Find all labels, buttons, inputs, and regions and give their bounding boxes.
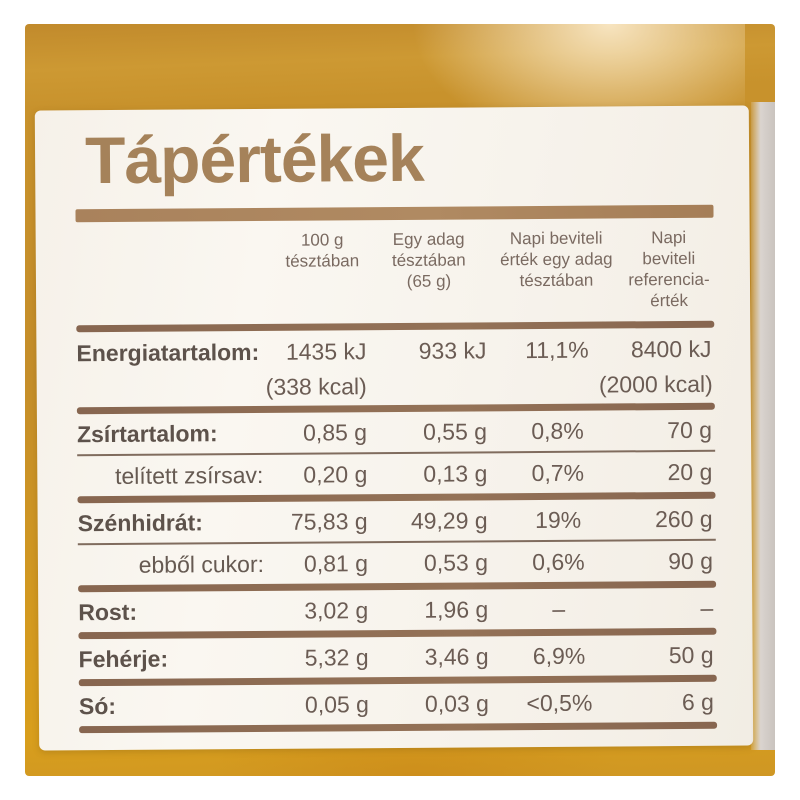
column-header-per-100g: 100 g tésztában [285, 230, 360, 271]
column-header-reference: Napi beviteli referencia- érték [628, 227, 710, 311]
value-reference: 70 g [667, 416, 713, 443]
nutrient-label: Energiatartalom: [76, 338, 260, 366]
value-per-100g: 0,05 g [304, 690, 370, 718]
table-row-fat: Zsírtartalom: 0,85 g 0,55 g 0,8% 70 g [77, 410, 715, 454]
value-per-serving: 0,03 g [424, 689, 490, 717]
table-row-protein: Fehérje: 5,32 g 3,46 g 6,9% 50 g [78, 635, 716, 679]
value-daily-percent: 19% [535, 506, 582, 533]
value-reference: 50 g [668, 641, 714, 668]
value-per-100g-kcal: (338 kcal) [265, 372, 367, 400]
value-reference: 6 g [681, 688, 715, 715]
nutrition-panel: Tápértékek 100 g tésztában Egy adag tész… [34, 105, 754, 751]
value-daily-percent: 0,7% [531, 459, 585, 486]
table-row-salt: Só: 0,05 g 0,03 g <0,5% 6 g [79, 682, 717, 726]
value-daily-percent: 0,8% [531, 417, 584, 444]
nutrient-label: Zsírtartalom: [76, 419, 218, 447]
value-reference-kcal: (2000 kcal) [598, 370, 713, 398]
value-reference: 260 g [654, 505, 713, 532]
package-seal-edge [751, 102, 775, 750]
table-row-energy: Energiatartalom: 1435 kJ 933 kJ 11,1% 84… [76, 328, 715, 407]
value-per-100g: 75,83 g [290, 507, 368, 535]
value-reference: 8400 kJ [630, 335, 712, 362]
table-row-saturated-fat: telített zsírsav: 0,20 g 0,13 g 0,7% 20 … [77, 452, 715, 496]
value-daily-percent: – [552, 595, 566, 622]
column-header-daily-value: Napi beviteli érték egy adag tésztában [500, 228, 613, 291]
nutrient-label: Só: [78, 692, 117, 719]
nutrient-sublabel: ebből cukor: [138, 550, 265, 578]
page-title: Tápértékek [84, 120, 424, 198]
value-reference: 20 g [667, 458, 713, 485]
nutrient-sublabel: telített zsírsav: [114, 461, 264, 489]
nutrient-label: Fehérje: [78, 645, 169, 672]
value-daily-percent: 6,9% [532, 642, 586, 669]
value-reference: 90 g [668, 547, 714, 574]
table-row-sugars: ebből cukor: 0,81 g 0,53 g 0,6% 90 g [78, 541, 716, 585]
value-reference: – [700, 594, 714, 621]
table-row-fibre: Rost: 3,02 g 1,96 g – – [78, 588, 716, 632]
pasta-package-photo: Tápértékek 100 g tésztában Egy adag tész… [25, 24, 775, 776]
value-per-serving: 3,46 g [424, 642, 489, 670]
column-header-per-serving: Egy adag tésztában (65 g) [391, 229, 466, 291]
nutrient-label: Szénhidrát: [77, 508, 203, 536]
value-per-100g: 1435 kJ [285, 337, 367, 365]
table-row-carbohydrate: Szénhidrát: 75,83 g 49,29 g 19% 260 g [78, 499, 716, 543]
value-daily-percent: 11,1% [525, 336, 589, 363]
value-per-serving: 49,29 g [410, 506, 488, 534]
value-per-serving: 0,13 g [423, 459, 488, 487]
value-per-100g: 0,20 g [303, 460, 368, 488]
value-per-100g: 0,81 g [303, 549, 369, 577]
value-per-serving: 1,96 g [424, 595, 489, 623]
value-daily-percent: 0,6% [532, 548, 585, 575]
value-per-serving: 933 kJ [418, 336, 487, 364]
value-daily-percent: <0,5% [526, 689, 593, 716]
value-per-100g: 5,32 g [304, 643, 369, 671]
table-header-row: 100 g tésztában Egy adag tésztában (65 g… [76, 218, 715, 325]
value-per-serving: 0,55 g [422, 417, 488, 445]
header-spacer [76, 230, 276, 231]
value-per-100g: 0,85 g [302, 418, 368, 446]
value-per-serving: 0,53 g [423, 548, 489, 576]
value-per-100g: 3,02 g [304, 596, 369, 624]
nutrition-panel-content: Tápértékek 100 g tésztában Egy adag tész… [35, 106, 753, 734]
nutrient-label: Rost: [78, 598, 138, 625]
